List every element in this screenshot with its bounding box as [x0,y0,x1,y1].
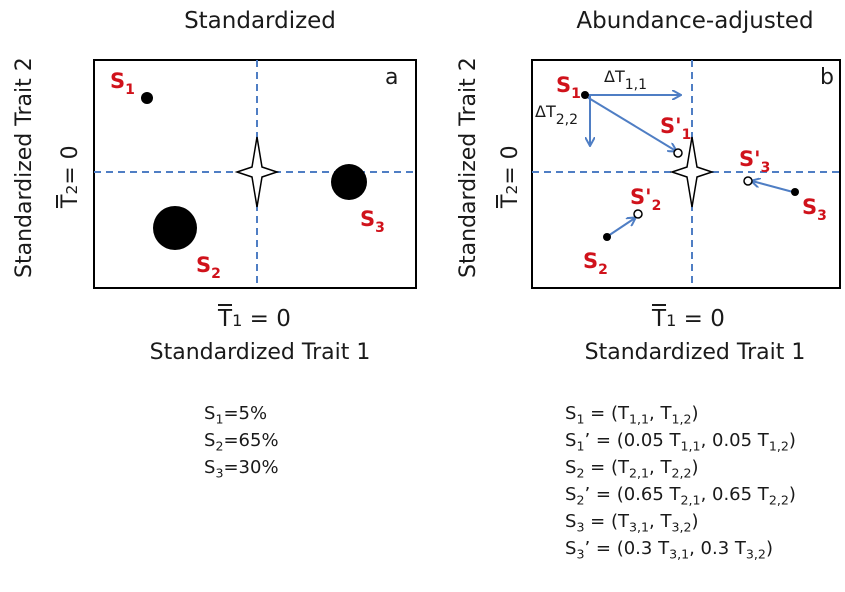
panel-b-point-s1 [581,91,589,99]
caption-b-line-3: S2 = (T2,1, T2,2) [565,457,699,481]
panel-b-point-s3 [791,188,799,196]
panel-b-point-s3prime [743,176,753,186]
panel-b-xlabel: Standardized Trait 1 [584,340,806,365]
panel-a-label-s3: S3 [360,207,385,236]
caption-a-line-2: S2=65% [204,430,279,454]
panel-b-label-s3prime: S'3 [739,147,770,176]
panel-b-point-s2prime [633,209,643,219]
panel-b-frame [531,59,841,289]
caption-a-line-1: S1=5% [204,403,268,427]
label-delta-t22: ΔT2,2 [535,102,578,128]
panel-b-point-s2 [603,233,611,241]
panel-b-point-s1prime [673,148,683,158]
panel-a-point-s1 [141,92,153,104]
panel-b-label-s2prime: S'2 [630,185,661,214]
caption-b-line-4: S2’ = (0.65 T2,1, 0.65 T2,2) [565,484,796,508]
arrow-s3-to-s3prime [752,181,794,193]
panel-b-label-s1prime: S'1 [660,114,691,143]
panel-a-title: Standardized [184,8,336,34]
panel-b-label-s2: S2 [583,249,608,278]
panel-b-label-s3: S3 [802,195,827,224]
panel-a-xzero-label: T1 = 0 [218,304,291,332]
caption-a-line-3: S3=30% [204,457,279,481]
panel-a-label-s1: S1 [110,69,135,98]
panel-a-frame [93,59,417,289]
panel-a-letter: a [385,65,398,90]
caption-b-line-5: S3 = (T3,1, T3,2) [565,511,699,535]
panel-b-letter: b [820,65,834,90]
label-delta-t11: ΔT1,1 [604,67,647,93]
panel-a-point-s2 [153,206,197,250]
caption-b-line-6: S3’ = (0.3 T3,1, 0.3 T3,2) [565,538,773,562]
panel-b-label-s1: S1 [556,73,581,102]
caption-b-line-2: S1’ = (0.05 T1,1, 0.05 T1,2) [565,430,796,454]
panel-a-point-s3 [331,164,367,200]
panel-a-xlabel: Standardized Trait 1 [149,340,371,365]
arrow-s1-to-s1prime [586,96,676,151]
arrow-s2-to-s2prime [607,218,635,237]
caption-b-line-1: S1 = (T1,1, T1,2) [565,403,699,427]
panel-b-centroid-star [669,136,715,208]
panel-b-title: Abundance-adjusted [576,8,814,34]
panel-a-caption: S1=5% S2=65% S3=30% [204,400,279,481]
panel-b-xzero-label: T1 = 0 [652,304,725,332]
panel-a-centroid-star [234,136,280,208]
panel-a-label-s2: S2 [196,253,221,282]
panel-b-caption: S1 = (T1,1, T1,2) S1’ = (0.05 T1,1, 0.05… [565,400,796,562]
